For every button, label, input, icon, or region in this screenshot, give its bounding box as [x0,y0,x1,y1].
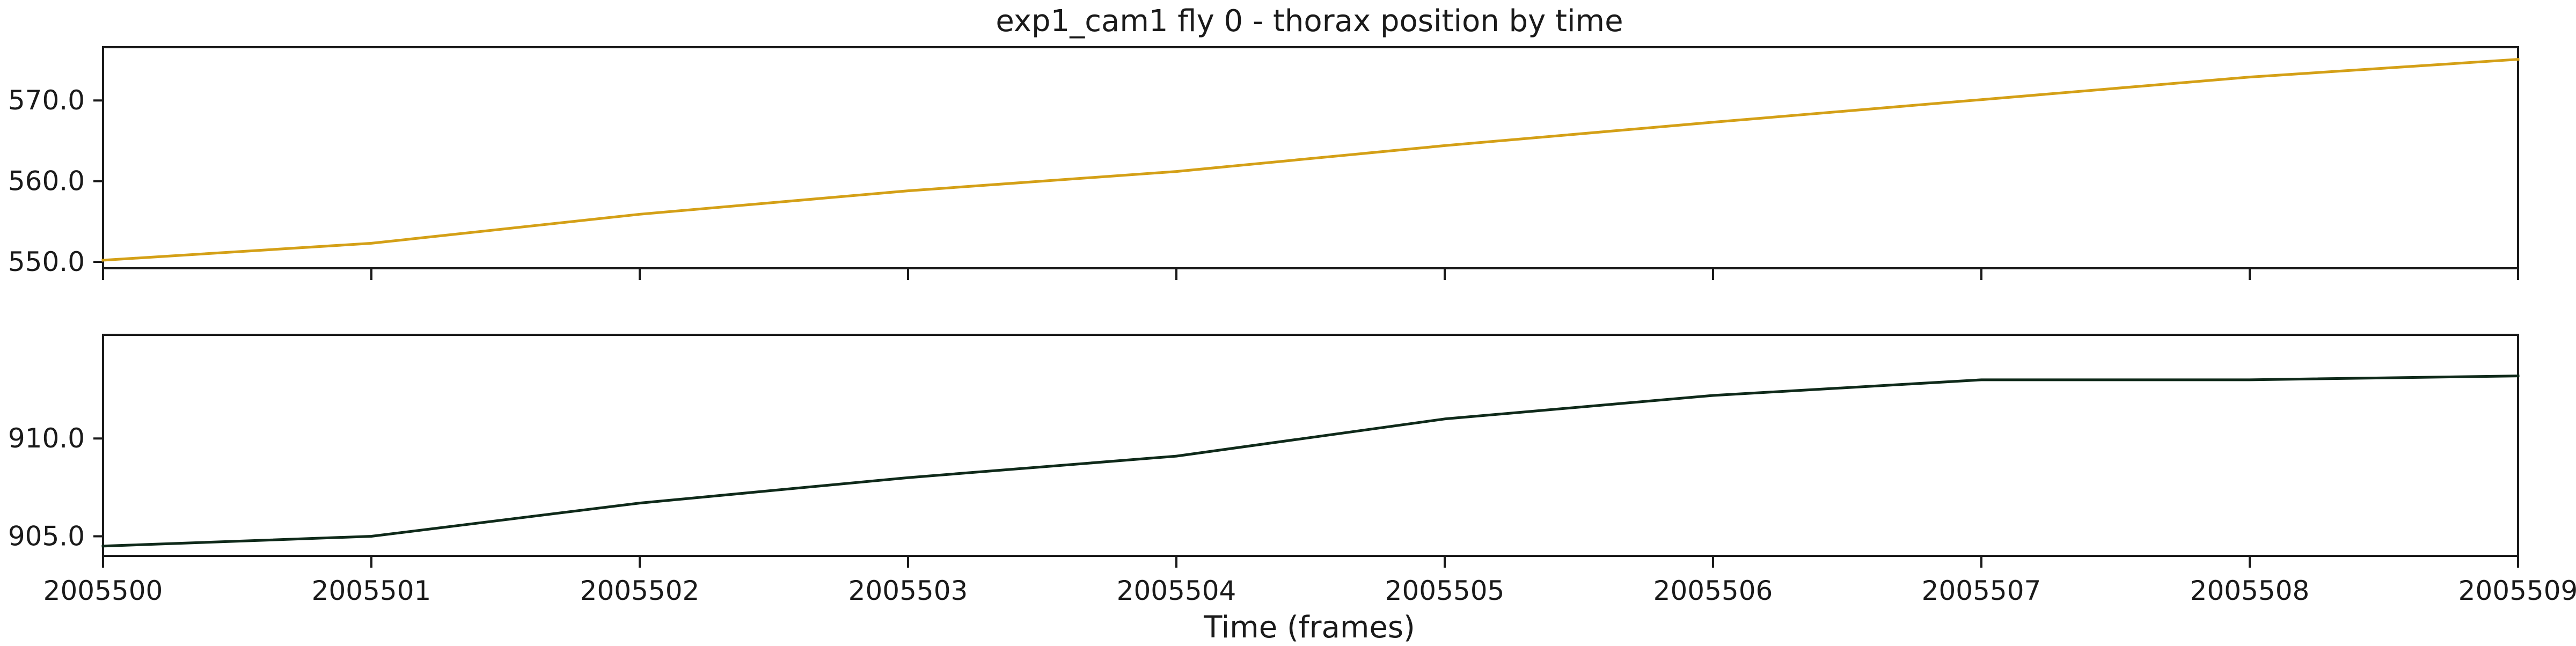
y-tick-label: 560.0 [8,166,85,197]
x-tick-label: 2005504 [1117,575,1236,606]
y-tick-label: 910.0 [8,423,85,454]
x-tick-label: 2005501 [312,575,431,606]
series-line-2 [101,375,2520,548]
x-tick-label: 2005507 [1922,575,2041,606]
series-line-1 [101,57,2520,262]
x-tick-label: 2005503 [848,575,968,606]
x-tick-label: 2005500 [43,575,163,606]
y-tick-label: 905.0 [8,521,85,552]
chart-title: exp1_cam1 fly 0 - thorax position by tim… [996,4,1623,39]
y-tick-label: 550.0 [8,246,85,277]
y-tick-label: 570.0 [8,85,85,116]
subplot-1: 550.0 560.0 570.0 [8,46,2520,280]
x-tick-label: 2005505 [1385,575,1505,606]
x-tick-label: 2005502 [580,575,700,606]
subplot-2-frame [102,334,2519,557]
x-axis-label: Time (frames) [1203,610,1415,644]
x-tick-label: 2005509 [2458,575,2576,606]
x-tick-label: 2005506 [1653,575,1773,606]
subplot-1-frame [102,46,2519,269]
subplot-2: 905.0 910.0 2005500 2005501 2005502 2005503 20… [8,334,2576,606]
x-tick-label: 2005508 [2190,575,2310,606]
